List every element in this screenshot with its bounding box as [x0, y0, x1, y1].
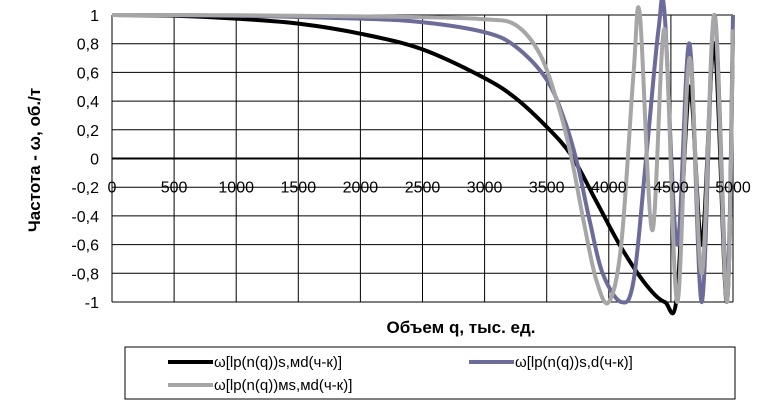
x-tick-label: 4000 [591, 180, 627, 197]
y-axis-title: Частота - ω, об./т [25, 88, 44, 232]
y-tick-label: -0,4 [71, 209, 99, 226]
x-axis-title: Объем q, тыс. ед. [387, 318, 536, 337]
y-tick-label: 0,6 [77, 65, 99, 82]
x-tick-label: 2000 [343, 180, 379, 197]
x-tick-label: 1500 [281, 180, 317, 197]
x-tick-label: 2500 [405, 180, 441, 197]
series-line-3 [111, 5, 735, 306]
x-tick-label: 5000 [715, 180, 751, 197]
x-tick-label: 500 [161, 180, 188, 197]
legend: ω[lp(n(q))s,мd(ч-к)] ω[lp(n(q))s,d(ч-к)] ω… [124, 346, 736, 400]
y-tick-label: 0,8 [77, 37, 99, 54]
x-tick-label: 0 [108, 180, 117, 197]
y-tick-label: -0,6 [71, 238, 99, 255]
x-tick-label: 1000 [218, 180, 254, 197]
series-line-1 [111, 13, 735, 316]
y-tick-label: 0 [90, 152, 99, 169]
y-tick-label: 1 [90, 8, 99, 25]
x-tick-labels: 0 500 1000 1500 2000 2500 3000 3500 4000 4500 5000 [108, 180, 751, 197]
y-tick-label: -1 [85, 295, 99, 312]
y-tick-label: 0,2 [77, 123, 99, 140]
legend-box [124, 346, 736, 400]
legend-label-3: ω[lp(n(q))мs,мd(ч-к)] [214, 377, 352, 394]
y-tick-label: 0,4 [77, 94, 99, 111]
x-tick-label: 4500 [653, 180, 689, 197]
y-tick-label: -0,8 [71, 266, 99, 283]
y-tick-labels: 1 0,8 0,6 0,4 0,2 0 -0,2 -0,4 -0,6 -0,8 -1 [71, 8, 99, 312]
x-tick-label: 3500 [529, 180, 565, 197]
series-layer [111, 0, 735, 316]
legend-label-1: ω[lp(n(q))s,мd(ч-к)] [214, 354, 342, 371]
x-tick-label: 3000 [467, 180, 503, 197]
legend-label-2: ω[lp(n(q))s,d(ч-к)] [515, 354, 633, 371]
y-tick-label: -0,2 [71, 180, 99, 197]
